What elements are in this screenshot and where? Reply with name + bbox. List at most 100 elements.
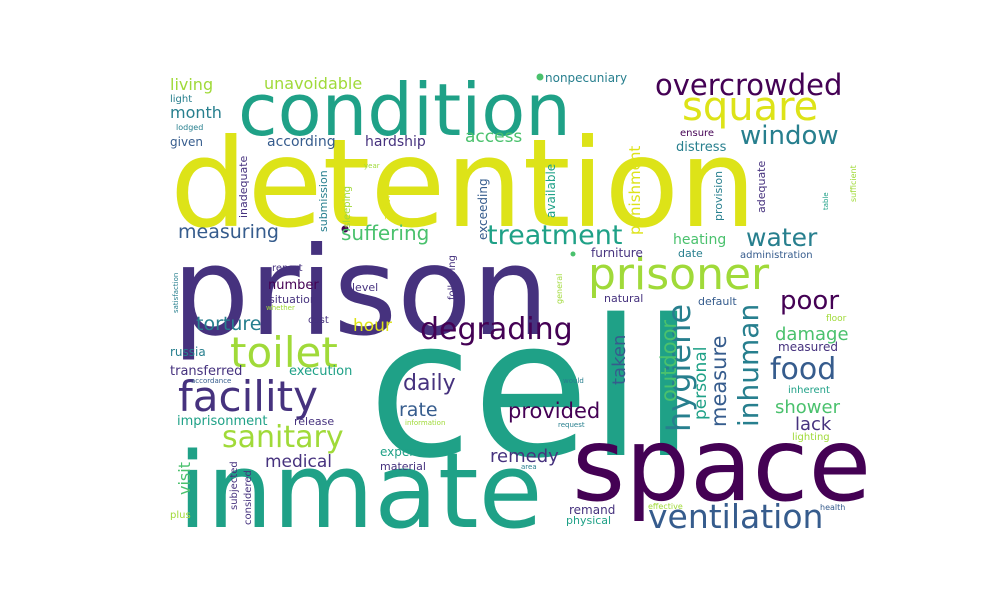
word-administration: administration xyxy=(740,250,813,261)
word-sanitary: sanitary xyxy=(222,420,344,455)
word-general: general xyxy=(555,274,564,304)
word-submission: submission xyxy=(317,170,330,232)
word-activity: activity xyxy=(383,186,393,220)
word-hour: hour xyxy=(353,316,392,336)
word-transferred: transferred xyxy=(170,364,242,379)
word-information: information xyxy=(405,419,445,427)
word-effective: effective xyxy=(648,502,683,511)
word-light: light xyxy=(170,94,192,105)
word-satisfaction: satisfaction xyxy=(172,273,180,313)
word-sufficient: sufficient xyxy=(849,165,858,202)
word-floor: floor xyxy=(826,314,847,324)
word-physical: physical xyxy=(566,514,611,527)
word-water: water xyxy=(746,223,818,252)
word-lighting: lighting xyxy=(792,432,830,443)
word-living: living xyxy=(170,75,213,94)
word-subjected: subjected xyxy=(229,461,240,510)
word-whether: whether xyxy=(266,304,295,312)
word-according: according xyxy=(267,134,336,150)
word-provision: provision xyxy=(712,171,725,221)
word-release: release xyxy=(294,415,334,428)
word-report: report xyxy=(272,263,303,274)
word-facility: facility xyxy=(178,372,318,421)
word-year: year xyxy=(364,162,380,170)
word-provided: provided xyxy=(508,399,600,423)
word-treatment: treatment xyxy=(487,220,622,251)
word-inherent: inherent xyxy=(788,385,830,396)
word-degrading: degrading xyxy=(420,312,573,347)
word-number: number xyxy=(268,278,319,293)
word-medical: medical xyxy=(265,452,332,472)
word-accordance: accordance xyxy=(191,377,231,385)
word-visit: visit xyxy=(175,462,194,495)
word-cell: cell xyxy=(368,279,695,500)
word-natural: natural xyxy=(604,292,643,305)
word-damage: damage xyxy=(775,324,849,345)
word-toilet: toilet xyxy=(230,328,338,377)
word-given: given xyxy=(170,135,203,149)
word-overcrowded: overcrowded xyxy=(655,68,842,102)
word-expense: expense xyxy=(380,445,431,459)
word-lack: lack xyxy=(795,414,832,435)
word-space: space xyxy=(572,406,871,525)
word-material: material xyxy=(380,460,426,473)
word-nonpecuniary: nonpecuniary xyxy=(545,71,627,85)
word-condition: condition xyxy=(238,68,571,152)
word-health: health xyxy=(820,503,845,512)
word-request: request xyxy=(558,421,585,429)
word-adequate: adequate xyxy=(755,161,768,213)
decorative-dot xyxy=(341,225,349,233)
word-daily: daily xyxy=(403,371,456,396)
word-date: date xyxy=(678,247,703,260)
word-cost: cost xyxy=(308,315,329,326)
word-personal: personal xyxy=(691,347,711,420)
word-window: window xyxy=(740,121,839,151)
word-square: square xyxy=(682,84,818,130)
word-would: would xyxy=(563,377,584,385)
word-execution: execution xyxy=(289,364,352,379)
word-hygiene: hygiene xyxy=(660,304,698,432)
word-available: available xyxy=(544,164,558,218)
word-lodged: lodged xyxy=(176,123,203,132)
word-prison: prison xyxy=(172,221,549,363)
word-exceeding: exceeding xyxy=(476,178,490,240)
word-access: access xyxy=(465,127,522,147)
word-hardship: hardship xyxy=(365,134,426,150)
word-detention: detention xyxy=(170,113,756,255)
word-distress: distress xyxy=(676,140,727,155)
word-month: month xyxy=(170,103,222,122)
word-heating: heating xyxy=(673,232,726,248)
word-remand: remand xyxy=(569,503,615,517)
word-ensure: ensure xyxy=(680,128,714,139)
word-inadequate: inadequate xyxy=(237,155,250,218)
word-remedy: remedy xyxy=(490,446,559,467)
word-plus: plus xyxy=(170,510,191,521)
word-following: following xyxy=(447,255,458,300)
word-shower: shower xyxy=(775,397,841,418)
word-suffering: suffering xyxy=(341,221,429,245)
decorative-dot xyxy=(570,251,576,257)
word-measuring: measuring xyxy=(178,221,279,243)
word-inmate: inmate xyxy=(178,430,543,552)
word-table: table xyxy=(822,192,830,210)
word-taken: taken xyxy=(609,335,630,385)
word-russia: russia xyxy=(170,345,206,359)
word-furniture: furniture xyxy=(591,246,643,260)
word-punishment: punishment xyxy=(626,146,644,235)
word-imprisonment: imprisonment xyxy=(177,414,267,429)
decorative-dot xyxy=(536,73,544,81)
word-measure: measure xyxy=(707,335,731,427)
word-situation: situation xyxy=(269,293,317,306)
word-inhuman: inhuman xyxy=(732,304,765,427)
word-torture: torture xyxy=(196,313,261,335)
word-unavoidable: unavoidable xyxy=(264,74,362,93)
word-considered: considered xyxy=(243,470,254,525)
word-outdoor: outdoor xyxy=(657,320,681,402)
word-measured: measured xyxy=(778,340,838,354)
word-ventilation: ventilation xyxy=(648,497,823,536)
word-poor: poor xyxy=(780,286,839,316)
word-food: food xyxy=(770,352,836,387)
word-area: area xyxy=(521,463,537,471)
word-rate: rate xyxy=(399,399,438,421)
